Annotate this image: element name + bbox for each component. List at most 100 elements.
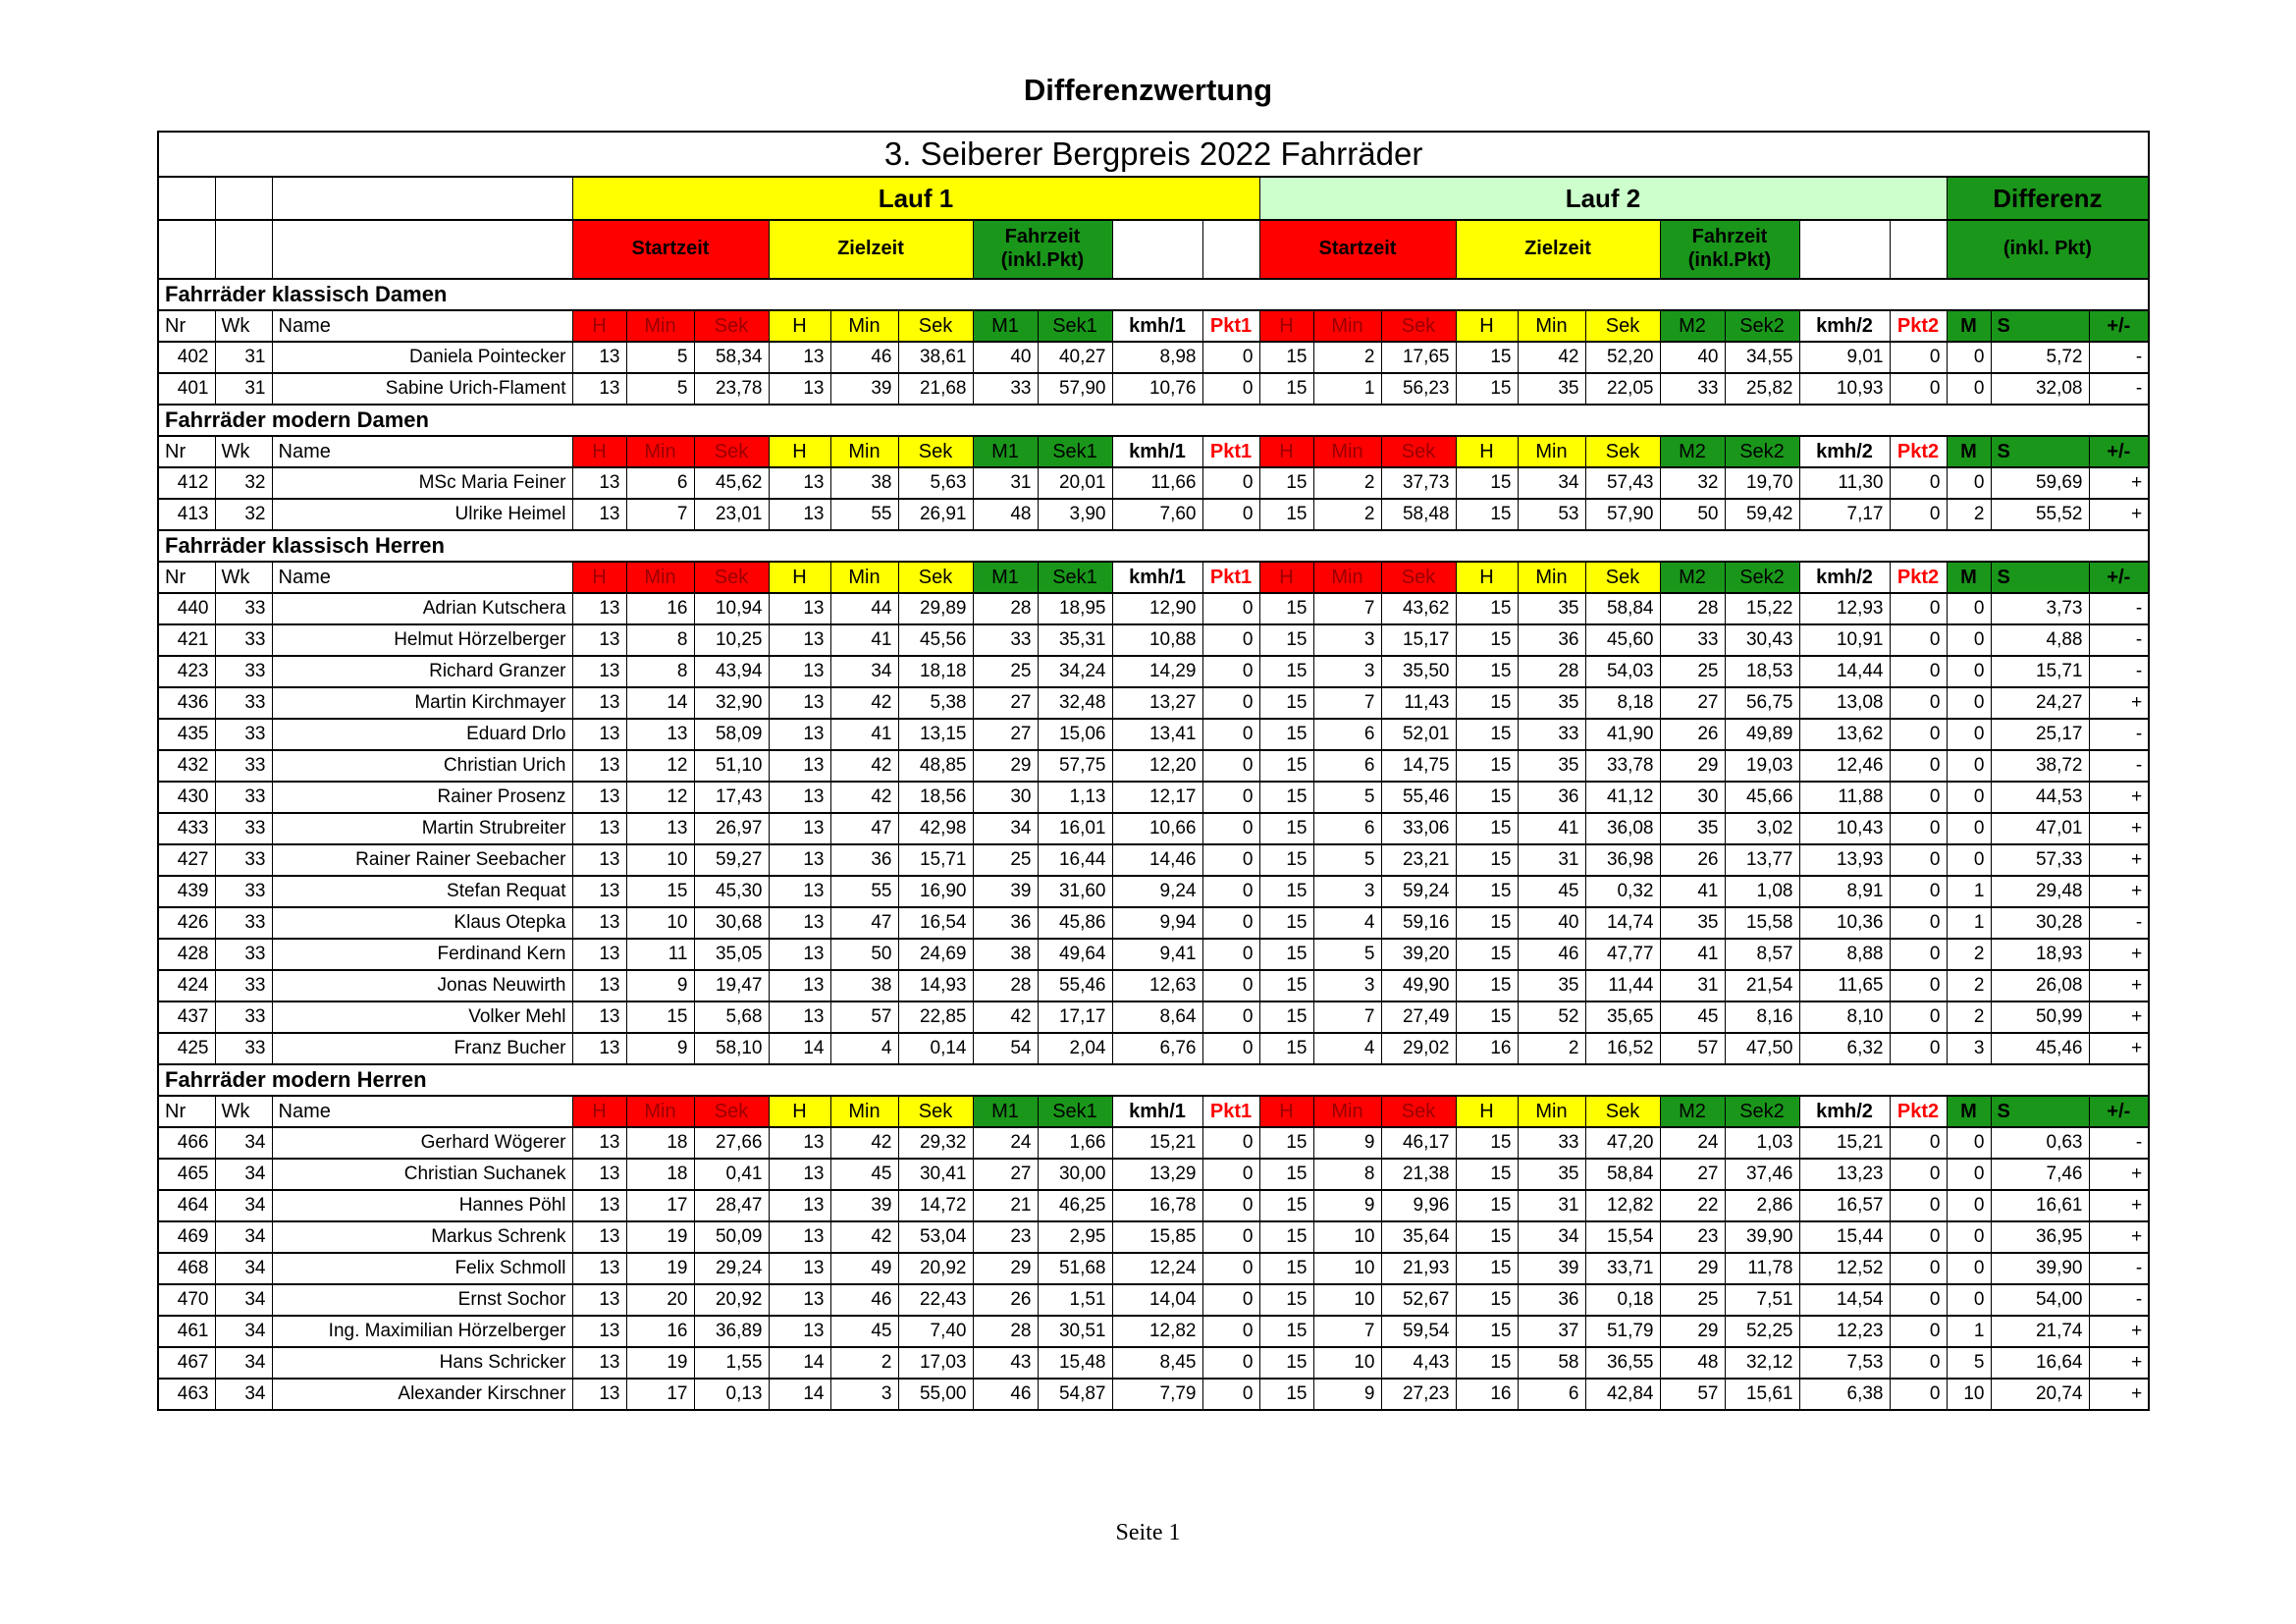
cell: 0 — [1201, 1001, 1260, 1034]
cell: 14 — [768, 1378, 831, 1411]
col-header: Sek — [1584, 1095, 1661, 1128]
cell: 436 — [157, 686, 216, 720]
cell: 10 — [625, 843, 695, 877]
subgroup-startzeit-1: Startzeit — [571, 219, 770, 280]
col-header: Sek — [1584, 309, 1661, 343]
cell: 10,88 — [1111, 623, 1203, 657]
col-header: Sek — [897, 561, 974, 594]
cell: 48,85 — [897, 749, 974, 783]
cell: 13 — [571, 592, 627, 625]
cell: 19,47 — [693, 969, 770, 1002]
cell: 2 — [1517, 1032, 1586, 1065]
cell: 39 — [829, 1189, 899, 1222]
col-header: Sek — [897, 309, 974, 343]
cell: 19 — [625, 1346, 695, 1380]
cell: + — [2088, 1315, 2151, 1348]
cell: 13 — [571, 341, 627, 374]
column-header-row: Nr Wk Name H Min Sek H Min Sek M1 Sek1 kmh/1 Pkt1 H Mi… — [157, 435, 2151, 468]
cell: 2 — [1946, 969, 1992, 1002]
col-header: H — [571, 435, 627, 468]
cell: 13 — [571, 686, 627, 720]
cell: 15,71 — [897, 843, 974, 877]
cell: 14,44 — [1798, 655, 1891, 688]
cell: 412 — [157, 466, 216, 500]
cell: 0 — [1889, 498, 1948, 531]
cell: 8 — [1312, 1158, 1382, 1191]
cell: 10,91 — [1798, 623, 1891, 657]
cell: 12,17 — [1111, 781, 1203, 814]
cell: 31 — [1517, 843, 1586, 877]
cell: 15 — [1455, 906, 1519, 940]
cell: 34 — [1517, 466, 1586, 500]
cell: 42 — [829, 749, 899, 783]
column-header-row: Nr Wk Name H Min Sek H Min Sek M1 Sek1 kmh/1 Pkt1 H Mi… — [157, 1095, 2151, 1128]
col-header: Sek — [1584, 561, 1661, 594]
cell: 46,17 — [1380, 1126, 1457, 1160]
cell: 44 — [829, 592, 899, 625]
cell: 16,44 — [1037, 843, 1113, 877]
cell: 463 — [157, 1378, 216, 1411]
cell: 29 — [972, 749, 1039, 783]
table-body: Fahrräder klassisch Damen Nr Wk Name H Min Sek… — [156, 278, 2151, 1411]
cell: 421 — [157, 623, 216, 657]
col-header: Sek1 — [1037, 309, 1113, 343]
cell: 0,63 — [1990, 1126, 2090, 1160]
cell: 14,93 — [897, 969, 974, 1002]
cell: 49,90 — [1380, 969, 1457, 1002]
cell: 58,48 — [1380, 498, 1457, 531]
cell: 35 — [1517, 1158, 1586, 1191]
cell: - — [2088, 1252, 2151, 1285]
cell: 32,12 — [1724, 1346, 1800, 1380]
cell: 13 — [571, 1158, 627, 1191]
cell: 7,46 — [1990, 1158, 2090, 1191]
cell: Daniela Pointecker — [271, 341, 573, 374]
cell: + — [2088, 969, 2151, 1002]
cell: 31 — [214, 372, 273, 406]
cell: 9,41 — [1111, 938, 1203, 971]
col-header: Name — [271, 1095, 573, 1128]
cell: 1 — [1312, 372, 1382, 406]
cell: 31,60 — [1037, 875, 1113, 908]
cell: 13 — [768, 372, 831, 406]
cell: 0 — [1201, 1315, 1260, 1348]
cell: 0 — [1889, 1283, 1948, 1317]
col-header: kmh/1 — [1111, 435, 1203, 468]
cell: 15 — [1455, 812, 1519, 845]
cell: 55,46 — [1037, 969, 1113, 1002]
table-row: 412 32 MSc Maria Feiner 13 6 45,62 13 38 5,63 31 2… — [157, 466, 2151, 500]
cell: 15 — [1258, 1001, 1314, 1034]
blank-cell — [214, 176, 273, 221]
col-header: H — [1455, 1095, 1519, 1128]
cell: 35,50 — [1380, 655, 1457, 688]
cell: 35 — [1659, 906, 1726, 940]
cell: 0 — [1201, 1346, 1260, 1380]
col-header: +/- — [2088, 435, 2151, 468]
cell: 6 — [625, 466, 695, 500]
cell: 9,01 — [1798, 341, 1891, 374]
col-header: Pkt1 — [1201, 309, 1260, 343]
cell: 0 — [1201, 341, 1260, 374]
cell: 15 — [1455, 749, 1519, 783]
cell: 12,82 — [1111, 1315, 1203, 1348]
cell: 58,84 — [1584, 1158, 1661, 1191]
subgroup-fahrzeit-1: Fahrzeit (inkl.Pkt) — [972, 219, 1113, 280]
cell: 13 — [768, 1189, 831, 1222]
col-header: Sek — [1380, 1095, 1457, 1128]
cell: 51,10 — [693, 749, 770, 783]
col-header: M2 — [1659, 1095, 1726, 1128]
cell: 7,60 — [1111, 498, 1203, 531]
cell: 0 — [1946, 1283, 1992, 1317]
cell: - — [2088, 906, 2151, 940]
cell: 14,75 — [1380, 749, 1457, 783]
cell: 8,91 — [1798, 875, 1891, 908]
cell: 23,21 — [1380, 843, 1457, 877]
cell: 0 — [1201, 1189, 1260, 1222]
cell: 0,32 — [1584, 875, 1661, 908]
cell: 15 — [1258, 1189, 1314, 1222]
cell: 5,38 — [897, 686, 974, 720]
table-row: 464 34 Hannes Pöhl 13 17 28,47 13 39 14,72 21 46,2… — [157, 1189, 2151, 1222]
cell: 0,18 — [1584, 1283, 1661, 1317]
cell: 34,24 — [1037, 655, 1113, 688]
cell: 7 — [625, 498, 695, 531]
cell: 13 — [571, 498, 627, 531]
